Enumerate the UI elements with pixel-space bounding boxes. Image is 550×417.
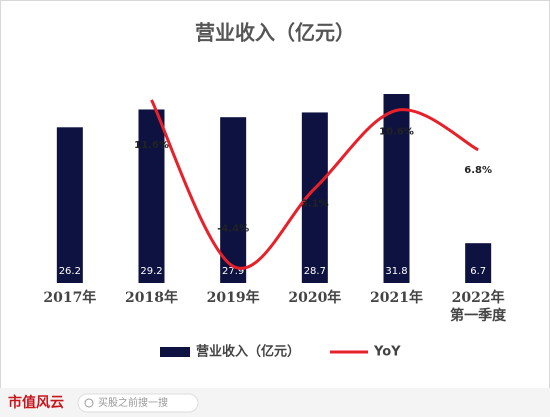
bar-value-label: 26.2 [59, 266, 81, 277]
line-value-label: -4.4% [217, 223, 249, 234]
bar-value-label: 28.7 [304, 266, 326, 277]
bar [138, 109, 165, 284]
bar-value-label: 29.2 [140, 266, 162, 277]
line-value-label: 3.1% [301, 198, 329, 209]
legend-swatch [160, 347, 190, 357]
bar [56, 127, 83, 283]
x-tick-label: 2021年 [370, 289, 423, 306]
bar [220, 117, 247, 284]
chart-title: 营业收入（亿元） [195, 21, 355, 45]
search-placeholder: 买股之前搜一搜 [98, 396, 168, 409]
footer-brand: 市值风云 [8, 394, 64, 411]
legend-label: YoY [373, 345, 401, 360]
bar-value-label: 6.7 [470, 266, 486, 277]
legend-label: 营业收入（亿元） [196, 344, 300, 360]
x-tick-label: 2022年第一季度 [450, 289, 507, 324]
bar [383, 94, 410, 283]
bar-value-label: 27.9 [222, 266, 244, 277]
x-tick-label: 2020年 [288, 289, 341, 306]
line-value-label: 6.8% [464, 165, 492, 176]
bar-value-label: 31.8 [385, 266, 407, 277]
search-box[interactable] [77, 393, 199, 413]
search-icon [84, 398, 94, 408]
yoy-line [150, 99, 479, 270]
line-value-label: 10.6% [379, 126, 414, 137]
x-tick-label: 2019年 [207, 289, 260, 306]
x-tick-label: 2017年 [43, 289, 96, 306]
line-value-label: 11.6% [134, 140, 169, 151]
x-tick-label: 2018年 [125, 289, 178, 306]
bar [465, 243, 492, 283]
